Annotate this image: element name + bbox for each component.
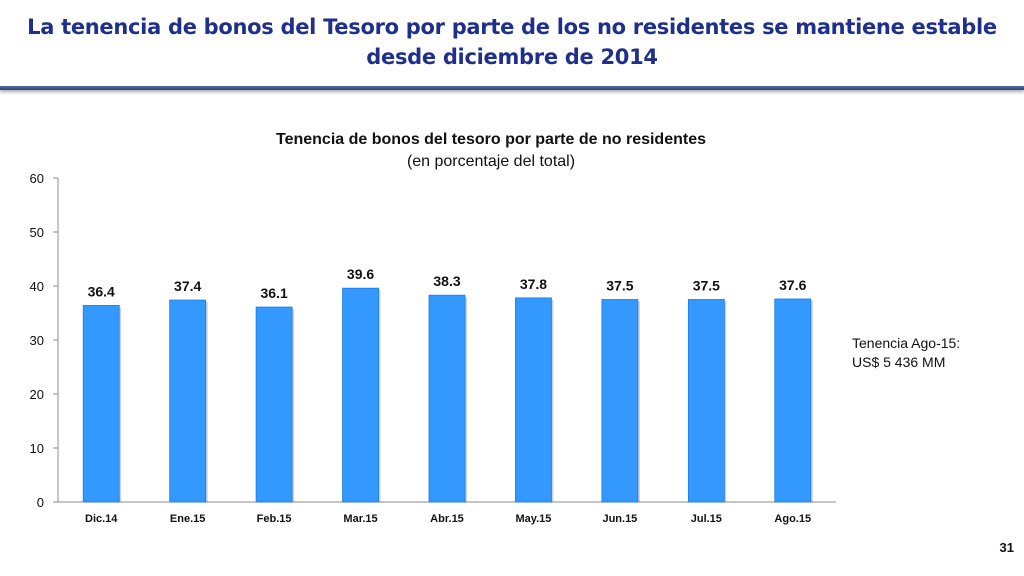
x-tick-label: Jul.15 [691, 513, 722, 525]
bar [515, 297, 552, 503]
chart-title: Tenencia de bonos del tesoro por parte d… [275, 131, 706, 148]
holding-note-line-1: Tenencia Ago-15: [852, 335, 961, 351]
data-label: 37.4 [174, 278, 201, 294]
y-tick-label: 60 [30, 171, 44, 186]
y-tick-label: 20 [30, 387, 44, 402]
x-tick-label: May.15 [516, 513, 552, 525]
data-label: 38.3 [433, 273, 460, 289]
page-number: 31 [999, 540, 1014, 555]
y-tick-label: 0 [37, 495, 44, 510]
data-label: 39.6 [347, 266, 374, 282]
x-tick-label: Abr.15 [430, 513, 464, 525]
x-tick-label: Jun.15 [602, 513, 637, 525]
bar [255, 306, 293, 503]
bar [82, 305, 120, 503]
bar [774, 298, 812, 503]
title-divider [0, 86, 1024, 90]
slide-title: La tenencia de bonos del Tesoro por part… [0, 12, 1024, 72]
x-tick-label: Mar.15 [343, 513, 377, 525]
slide-title-line-1: La tenencia de bonos del Tesoro por part… [27, 15, 997, 39]
y-tick-label: 10 [30, 441, 44, 456]
data-label: 36.1 [260, 285, 287, 301]
chart-subtitle: (en porcentaje del total) [406, 153, 576, 170]
bar [342, 287, 379, 503]
y-tick-label: 30 [30, 333, 44, 348]
bar [169, 299, 207, 503]
data-label: 37.5 [693, 278, 720, 294]
x-tick-label: Dic.14 [85, 513, 118, 525]
data-label: 36.4 [88, 283, 115, 299]
data-label: 37.6 [779, 277, 806, 293]
data-label: 37.8 [520, 276, 547, 292]
bar [601, 299, 639, 503]
y-tick-label: 50 [30, 225, 44, 240]
holding-note-line-2: US$ 5 436 MM [852, 354, 946, 370]
x-tick-label: Ago.15 [774, 513, 811, 525]
x-tick-label: Ene.15 [170, 513, 205, 525]
holding-note: Tenencia Ago-15: US$ 5 436 MM [852, 334, 960, 372]
bar [428, 294, 466, 503]
y-tick-label: 40 [30, 279, 44, 294]
bar [687, 299, 725, 503]
slide-title-line-2: desde diciembre de 2014 [366, 45, 658, 69]
x-tick-label: Feb.15 [257, 513, 292, 525]
data-label: 37.5 [606, 278, 633, 294]
